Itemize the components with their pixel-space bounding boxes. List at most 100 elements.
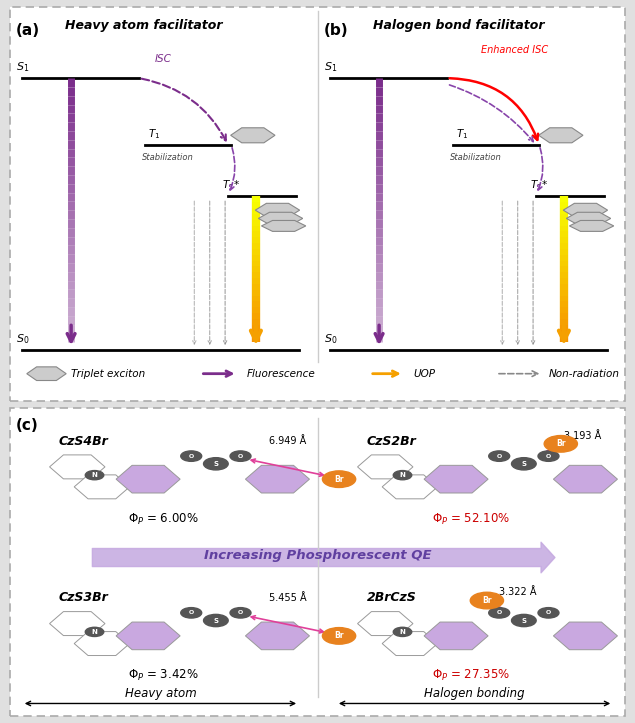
Circle shape <box>204 458 228 470</box>
Text: Increasing Phosphorescent QE: Increasing Phosphorescent QE <box>204 549 431 562</box>
FancyArrowPatch shape <box>230 147 235 190</box>
Polygon shape <box>50 455 105 479</box>
Polygon shape <box>74 475 130 499</box>
Text: Br: Br <box>556 440 566 448</box>
Polygon shape <box>566 213 611 225</box>
Polygon shape <box>246 466 309 493</box>
Text: O: O <box>497 453 502 458</box>
Text: 5.455 Å: 5.455 Å <box>269 593 306 603</box>
Circle shape <box>471 592 504 609</box>
Circle shape <box>323 471 356 487</box>
Circle shape <box>181 451 202 461</box>
Text: $S_0$: $S_0$ <box>324 333 337 346</box>
Text: S: S <box>213 461 218 467</box>
Text: N: N <box>91 629 97 635</box>
Polygon shape <box>262 221 306 231</box>
Text: 3.322 Å: 3.322 Å <box>499 588 537 597</box>
FancyBboxPatch shape <box>10 7 625 401</box>
Circle shape <box>230 451 251 461</box>
Polygon shape <box>424 466 488 493</box>
Text: N: N <box>399 629 405 635</box>
Text: (c): (c) <box>16 418 39 432</box>
Text: $S_1$: $S_1$ <box>16 61 29 74</box>
Polygon shape <box>231 128 275 143</box>
Text: 6.949 Å: 6.949 Å <box>269 436 306 446</box>
FancyArrowPatch shape <box>450 78 538 140</box>
FancyBboxPatch shape <box>10 408 625 716</box>
Text: (b): (b) <box>324 23 348 38</box>
Polygon shape <box>74 632 130 656</box>
Text: Halogen bond facilitator: Halogen bond facilitator <box>373 19 544 32</box>
Text: CzS3Br: CzS3Br <box>59 591 109 604</box>
FancyArrowPatch shape <box>142 79 226 140</box>
Text: O: O <box>238 610 243 615</box>
Circle shape <box>230 607 251 618</box>
Text: ISC: ISC <box>154 54 171 64</box>
Text: CzS2Br: CzS2Br <box>367 435 417 448</box>
Polygon shape <box>27 367 66 380</box>
FancyArrowPatch shape <box>450 85 533 142</box>
Text: $T_1$*: $T_1$* <box>530 179 548 192</box>
Text: N: N <box>91 472 97 478</box>
Text: O: O <box>189 610 194 615</box>
FancyArrowPatch shape <box>92 542 555 573</box>
Text: $\Phi_P$ = 3.42%: $\Phi_P$ = 3.42% <box>128 668 199 683</box>
Text: Br: Br <box>482 596 491 605</box>
Text: Enhanced ISC: Enhanced ISC <box>481 45 548 54</box>
Text: $T_1$: $T_1$ <box>148 127 161 141</box>
Circle shape <box>489 451 510 461</box>
Text: $\Phi_P$ = 52.10%: $\Phi_P$ = 52.10% <box>432 511 511 526</box>
Polygon shape <box>554 466 617 493</box>
Circle shape <box>538 451 559 461</box>
Circle shape <box>538 607 559 618</box>
Text: Stabilization: Stabilization <box>450 153 502 162</box>
Circle shape <box>204 615 228 627</box>
Text: 3.193 Å: 3.193 Å <box>564 431 601 441</box>
Text: Br: Br <box>334 631 344 641</box>
Text: (a): (a) <box>16 23 40 38</box>
Text: Halogen bonding: Halogen bonding <box>424 688 525 701</box>
Circle shape <box>181 607 202 618</box>
Text: S: S <box>521 461 526 467</box>
Text: Br: Br <box>334 475 344 484</box>
Text: Triplet exciton: Triplet exciton <box>71 369 145 379</box>
Text: Heavy atom facilitator: Heavy atom facilitator <box>65 19 222 32</box>
Circle shape <box>85 628 104 636</box>
Polygon shape <box>382 475 438 499</box>
Text: Stabilization: Stabilization <box>142 153 194 162</box>
Polygon shape <box>358 612 413 636</box>
Polygon shape <box>382 632 438 656</box>
Polygon shape <box>116 466 180 493</box>
Polygon shape <box>563 203 608 217</box>
Text: UOP: UOP <box>413 369 435 379</box>
Polygon shape <box>246 622 309 650</box>
Text: O: O <box>497 610 502 615</box>
Polygon shape <box>424 622 488 650</box>
Polygon shape <box>358 455 413 479</box>
Polygon shape <box>116 622 180 650</box>
Text: $T_1$: $T_1$ <box>456 127 469 141</box>
Text: 2BrCzS: 2BrCzS <box>367 591 417 604</box>
Circle shape <box>512 615 536 627</box>
Text: O: O <box>546 453 551 458</box>
FancyArrowPatch shape <box>538 147 543 190</box>
Circle shape <box>393 471 411 480</box>
Circle shape <box>544 435 577 452</box>
Text: S: S <box>521 617 526 623</box>
Text: N: N <box>399 472 405 478</box>
Text: CzS4Br: CzS4Br <box>59 435 109 448</box>
Text: $T_1$*: $T_1$* <box>222 179 240 192</box>
Text: $\Phi_P$ = 6.00%: $\Phi_P$ = 6.00% <box>128 511 199 526</box>
Text: Heavy atom: Heavy atom <box>124 688 196 701</box>
Circle shape <box>393 628 411 636</box>
Polygon shape <box>258 213 303 225</box>
Circle shape <box>323 628 356 644</box>
Text: $S_1$: $S_1$ <box>324 61 337 74</box>
Polygon shape <box>554 622 617 650</box>
Polygon shape <box>538 128 583 143</box>
Text: Non-radiation: Non-radiation <box>549 369 620 379</box>
Circle shape <box>512 458 536 470</box>
Text: $\Phi_P$ = 27.35%: $\Phi_P$ = 27.35% <box>432 668 511 683</box>
Text: S: S <box>213 617 218 623</box>
Polygon shape <box>255 203 300 217</box>
